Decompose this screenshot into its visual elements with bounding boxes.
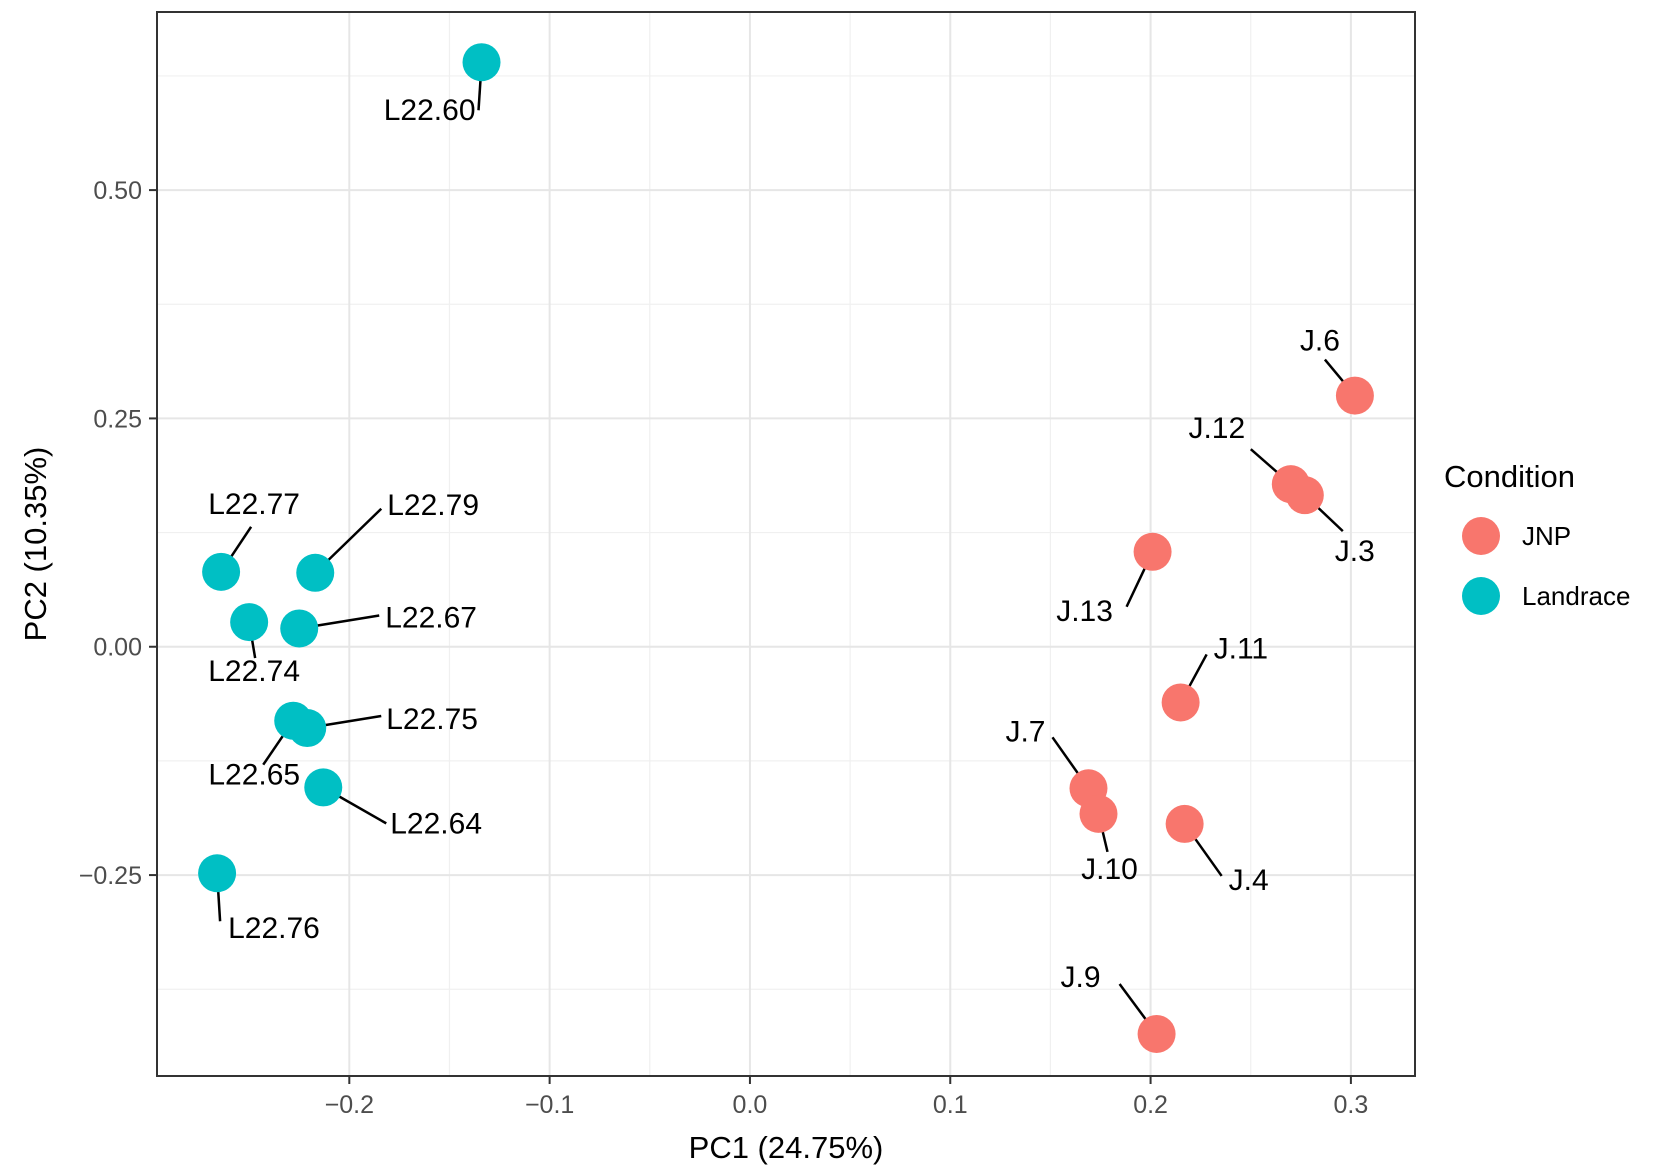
point-label: J.6 [1300,325,1340,358]
data-point-jnp [1285,476,1324,515]
point-label: J.9 [1061,961,1101,994]
data-point-landrace [230,603,269,642]
point-label: J.7 [1005,715,1045,748]
data-point-jnp [1161,683,1200,722]
point-label: L22.65 [208,759,300,792]
point-label: L22.74 [208,655,300,688]
legend-key-landrace [1462,577,1500,615]
point-labels: J.6 J.12 J.3 J.13 J.11 J.7 J.10 J.4 J.9 L22.60 L22… [208,94,1375,994]
x-tick-label: 0.3 [1334,1091,1369,1119]
data-point-jnp [1079,794,1118,833]
data-point-landrace [280,609,319,648]
x-tick-label: 0.2 [1133,1091,1168,1119]
y-tick-label: 0.50 [93,177,142,205]
data-point-landrace [304,768,343,807]
panel-border [156,11,1416,1077]
legend: Condition JNP Landrace [1444,459,1630,615]
y-axis-ticks: −0.25 0.00 0.25 0.50 [79,177,157,890]
x-tick-label: −0.1 [525,1091,574,1119]
legend-label-landrace: Landrace [1522,581,1630,611]
x-tick-label: 0.0 [733,1091,768,1119]
point-label: L22.64 [390,807,482,840]
legend-key-jnp [1462,517,1500,555]
data-point-landrace [288,709,327,748]
y-axis-title: PC2 (10.35%) [18,447,53,642]
point-label: L22.76 [228,912,320,945]
point-label: L22.60 [384,94,476,127]
data-point-jnp [1165,804,1204,843]
x-tick-label: 0.1 [933,1091,968,1119]
point-label: J.12 [1188,412,1245,445]
data-points [198,43,1374,1053]
y-tick-label: −0.25 [79,862,142,890]
x-axis-ticks: −0.2 −0.1 0.0 0.1 0.2 0.3 [325,1076,1369,1119]
data-point-landrace [296,553,335,592]
point-label: J.13 [1056,595,1113,628]
point-label: L22.67 [385,601,477,634]
data-point-landrace [462,43,501,82]
legend-title: Condition [1444,459,1575,494]
x-axis-title: PC1 (24.75%) [689,1130,884,1165]
point-label: L22.79 [387,489,479,522]
data-point-jnp [1137,1014,1176,1053]
point-label: J.4 [1229,864,1269,897]
data-point-jnp [1335,376,1374,415]
point-label: J.3 [1335,535,1375,568]
point-label: J.10 [1081,853,1138,886]
data-point-jnp [1133,532,1172,571]
data-point-landrace [198,854,237,893]
point-label: L22.75 [386,703,478,736]
legend-label-jnp: JNP [1522,521,1571,551]
y-tick-label: 0.00 [93,634,142,662]
point-label: L22.77 [208,488,300,521]
x-tick-label: −0.2 [325,1091,374,1119]
data-point-landrace [202,552,241,591]
y-tick-label: 0.25 [93,405,142,433]
point-label: J.11 [1214,632,1268,665]
